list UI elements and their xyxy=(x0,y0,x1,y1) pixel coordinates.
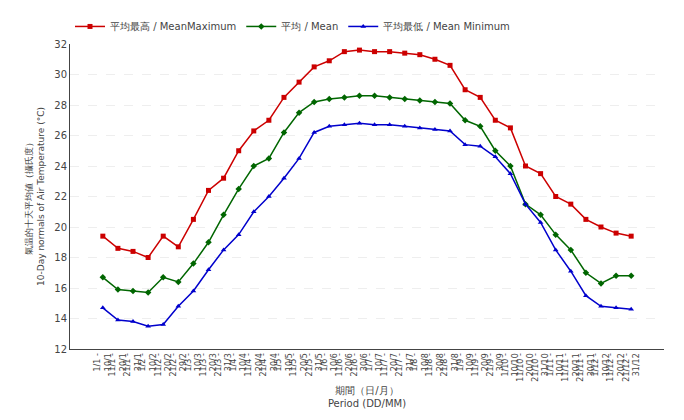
svg-text:1/6 -10/6: 1/6 -10/6 xyxy=(320,353,339,371)
svg-text:21/10 -31/10: 21/10 -31/10 xyxy=(531,353,550,382)
svg-text:1/5 -10/5: 1/5 -10/5 xyxy=(274,353,293,371)
svg-text:21/12 -31/12: 21/12 -31/12 xyxy=(622,353,641,382)
svg-text:21/3 -31/3: 21/3 -31/3 xyxy=(214,353,233,377)
svg-text:22: 22 xyxy=(54,191,67,202)
svg-text:11/11 -20/11: 11/11 -20/11 xyxy=(561,353,580,382)
svg-text:期間（日/月）Period (DD/MM): 期間（日/月）Period (DD/MM) xyxy=(328,385,406,409)
svg-text:平均 / Mean: 平均 / Mean xyxy=(281,21,338,32)
svg-text:1/4 -10/4: 1/4 -10/4 xyxy=(229,353,248,371)
svg-text:26: 26 xyxy=(54,130,67,141)
svg-text:11/3 -20/3: 11/3 -20/3 xyxy=(199,353,218,377)
svg-text:1/10 -10/10: 1/10 -10/10 xyxy=(501,353,520,377)
svg-text:1/3 -10/3: 1/3 -10/3 xyxy=(184,353,203,371)
svg-text:18: 18 xyxy=(54,252,67,263)
svg-text:21/2 -29/2: 21/2 -29/2 xyxy=(169,353,188,377)
svg-text:28: 28 xyxy=(54,100,67,111)
svg-text:1/9 -10/9: 1/9 -10/9 xyxy=(456,353,475,371)
svg-text:32: 32 xyxy=(54,39,67,50)
svg-text:11/8 -20/8: 11/8 -20/8 xyxy=(425,353,444,377)
svg-text:1/8 -10/8: 1/8 -10/8 xyxy=(410,353,429,371)
svg-text:21/4 -30/4: 21/4 -30/4 xyxy=(259,353,278,377)
svg-text:氣温的十天平均値（攝氏度）10-Day normals of: 氣温的十天平均値（攝氏度）10-Day normals of Air Tempe… xyxy=(24,107,46,286)
svg-text:1/2 -10/2: 1/2 -10/2 xyxy=(139,353,158,371)
svg-text:21/11 -30/11: 21/11 -30/11 xyxy=(576,353,595,382)
svg-text:平均最高 / MeanMaximum: 平均最高 / MeanMaximum xyxy=(110,21,236,32)
svg-text:1/7 -10/7: 1/7 -10/7 xyxy=(365,353,384,371)
svg-text:16: 16 xyxy=(54,283,67,294)
svg-text:21/5 -31/5: 21/5 -31/5 xyxy=(305,353,324,377)
svg-text:11/4 -20/4: 11/4 -20/4 xyxy=(244,353,263,377)
svg-text:11/7 -20/7: 11/7 -20/7 xyxy=(380,353,399,377)
svg-text:11/9 -20/9: 11/9 -20/9 xyxy=(471,353,490,377)
svg-text:14: 14 xyxy=(54,313,67,324)
svg-text:11/5 -20/5: 11/5 -20/5 xyxy=(289,353,308,377)
svg-text:11/2 -20/2: 11/2 -20/2 xyxy=(154,353,173,377)
svg-text:21/7 -31/7: 21/7 -31/7 xyxy=(395,353,414,377)
svg-text:24: 24 xyxy=(54,161,67,172)
svg-text:12: 12 xyxy=(54,344,67,355)
svg-text:30: 30 xyxy=(54,69,67,80)
svg-text:11/12 -20/12: 11/12 -20/12 xyxy=(606,353,625,382)
svg-text:1/12 -10/12: 1/12 -10/12 xyxy=(591,353,610,377)
svg-text:20: 20 xyxy=(54,222,67,233)
svg-text:21/9 -30/9: 21/9 -30/9 xyxy=(486,353,505,377)
svg-text:平均最低 / Mean Minimum: 平均最低 / Mean Minimum xyxy=(383,21,510,32)
svg-text:21/1 -31/1: 21/1 -31/1 xyxy=(123,353,142,377)
svg-text:1/11 -10/11: 1/11 -10/11 xyxy=(546,353,565,377)
svg-text:21/8 -31/8: 21/8 -31/8 xyxy=(440,353,459,377)
svg-text:21/6 -30/6: 21/6 -30/6 xyxy=(350,353,369,377)
svg-text:1/1 -10/1: 1/1 -10/1 xyxy=(93,353,112,371)
svg-text:11/1 -20/1: 11/1 -20/1 xyxy=(108,353,127,377)
svg-text:11/6 -20/6: 11/6 -20/6 xyxy=(335,353,354,377)
svg-text:11/10 -20/10: 11/10 -20/10 xyxy=(516,353,535,382)
